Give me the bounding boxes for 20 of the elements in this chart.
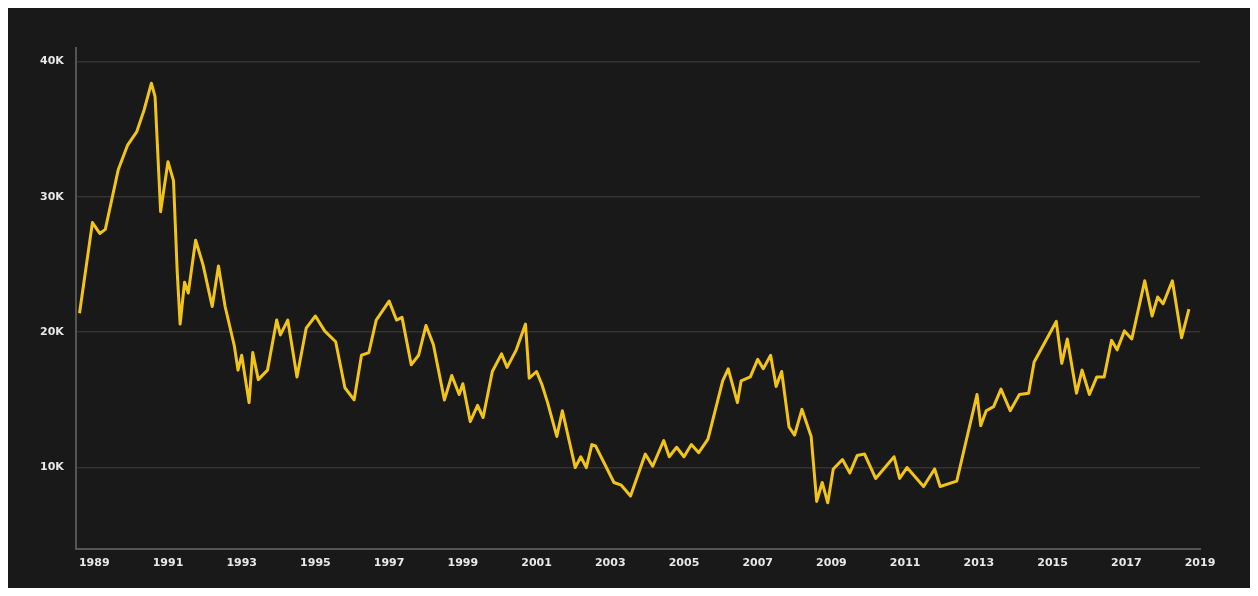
x-tick-label: 2001 bbox=[521, 556, 552, 570]
x-tick-label: 1989 bbox=[78, 556, 110, 570]
y-tick-label: 20K bbox=[39, 325, 65, 339]
x-tick-label: 1991 bbox=[152, 556, 184, 570]
x-tick-label: 1993 bbox=[226, 556, 257, 570]
x-tick-label: 2005 bbox=[668, 556, 700, 570]
x-tick-label: 2013 bbox=[963, 556, 995, 570]
x-tick-label: 1997 bbox=[373, 556, 405, 570]
x-tick-label: 2011 bbox=[889, 556, 921, 570]
x-tick-label: 2003 bbox=[594, 556, 626, 570]
x-tick-label: 2007 bbox=[742, 556, 774, 570]
x-tick-label: 2009 bbox=[816, 556, 847, 570]
x-tick-label: 2017 bbox=[1110, 556, 1142, 570]
x-tick-label: 2015 bbox=[1037, 556, 1068, 570]
x-tick-label: 1995 bbox=[300, 556, 331, 570]
y-tick-label: 30K bbox=[39, 189, 65, 203]
x-tick-label: 2019 bbox=[1184, 556, 1216, 570]
x-tick-label: 1999 bbox=[447, 556, 479, 570]
y-tick-label: 40K bbox=[39, 54, 65, 68]
y-tick-label: 10K bbox=[39, 460, 65, 474]
